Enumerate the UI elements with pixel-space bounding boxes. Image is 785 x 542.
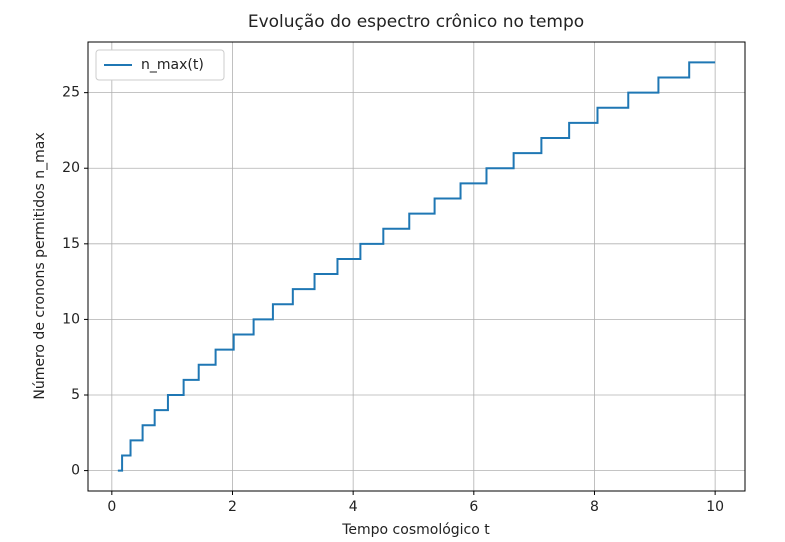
y-tick-label: 0 <box>71 463 80 479</box>
chart-title: Evolução do espectro crônico no tempo <box>248 12 584 32</box>
x-tick-label: 8 <box>590 499 599 515</box>
x-tick-label: 6 <box>469 499 478 515</box>
x-tick-label: 4 <box>349 499 358 515</box>
y-tick-label: 15 <box>62 236 80 252</box>
legend-box <box>95 49 225 81</box>
plot-frame <box>87 41 746 492</box>
y-tick-label: 25 <box>62 85 80 101</box>
y-axis-label: Número de cronons permitidos n_max <box>32 132 48 399</box>
step-line <box>117 61 716 472</box>
x-axis-label: Tempo cosmológico t <box>341 522 490 538</box>
x-tick-label: 2 <box>228 499 237 515</box>
y-tick-label: 10 <box>62 311 80 327</box>
x-tick-label: 10 <box>706 499 724 515</box>
x-tick-label: 0 <box>107 499 116 515</box>
legend-label: n_max(t) <box>141 57 204 73</box>
y-tick-label: 20 <box>62 160 80 176</box>
y-tick-label: 5 <box>71 387 80 403</box>
